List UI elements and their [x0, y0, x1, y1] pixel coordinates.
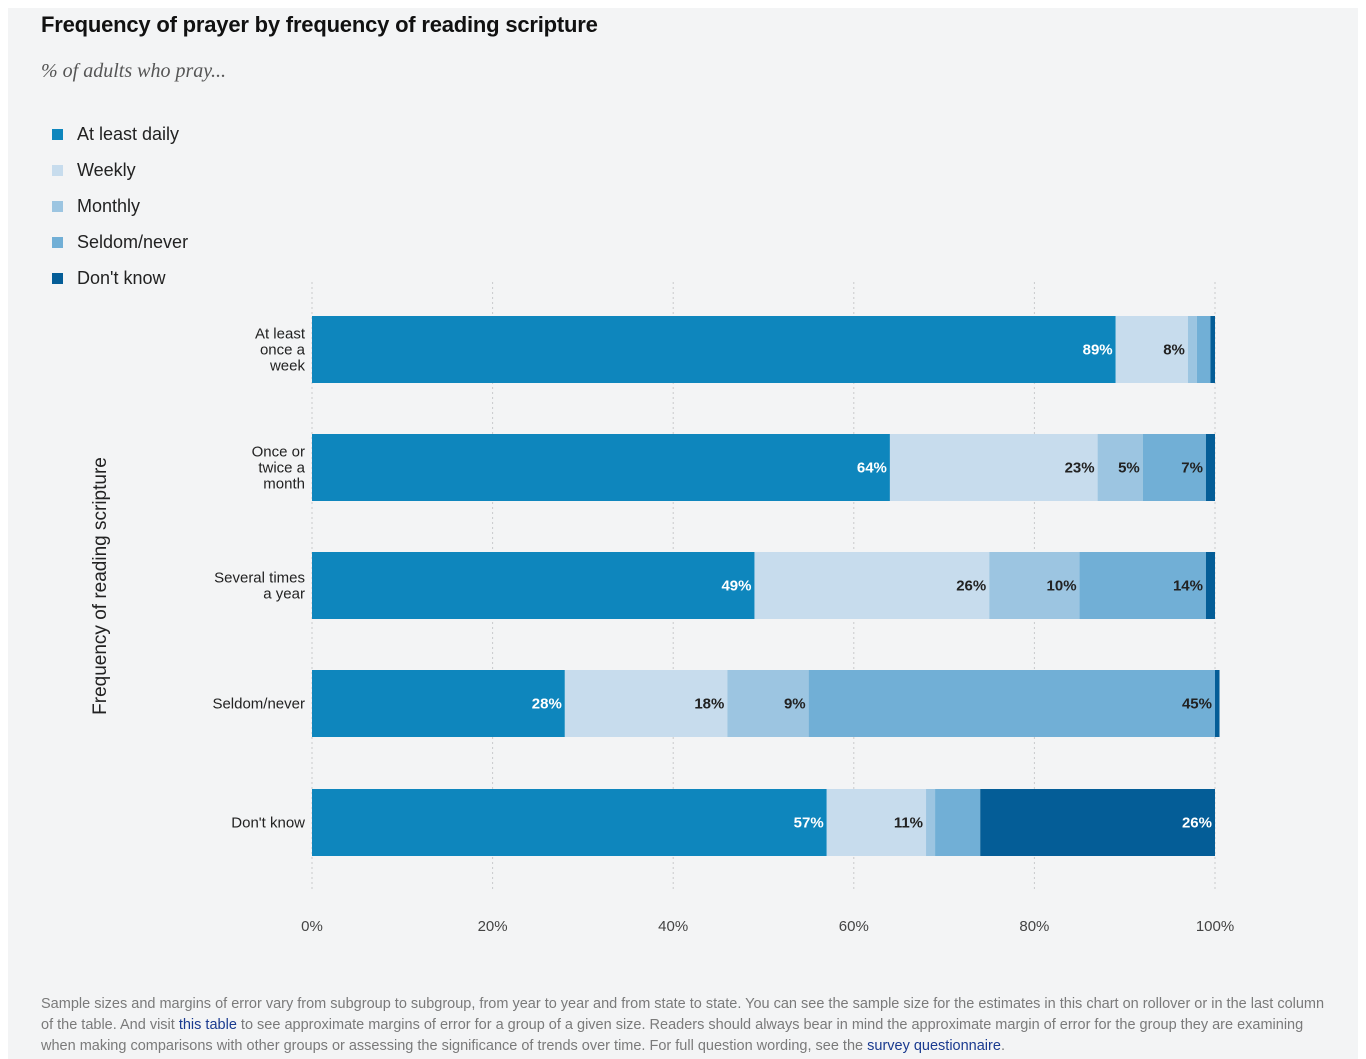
- footnote-text: .: [1000, 1038, 1005, 1054]
- category-label: month: [263, 476, 305, 493]
- bar-segment: [312, 434, 890, 501]
- y-axis-title: Frequency of reading scripture: [90, 457, 111, 715]
- data-label: 26%: [1182, 815, 1212, 832]
- data-label: 10%: [1047, 578, 1077, 595]
- bar-segment: [312, 552, 755, 619]
- data-label: 64%: [857, 460, 887, 477]
- legend-item-monthly[interactable]: Monthly: [52, 188, 188, 224]
- legend-label: Seldom/never: [77, 231, 189, 252]
- data-label: 7%: [1181, 460, 1203, 477]
- bar-segment: [926, 789, 936, 856]
- legend-swatch: [52, 128, 63, 140]
- bar-segment: [1187, 316, 1197, 383]
- stacked-bar-chart: 0% 20% 40% 60% 80% 100% Frequency of reading s…: [90, 282, 1234, 935]
- x-tick-label: 100%: [1196, 918, 1234, 935]
- category-label: twice a: [258, 460, 305, 477]
- bar-segment: [754, 552, 990, 619]
- category-label: Don't know: [231, 815, 305, 832]
- category-label: Seldom/never: [212, 696, 305, 713]
- legend-item-dont-know[interactable]: Don't know: [52, 260, 188, 296]
- legend-label: At least daily: [77, 123, 180, 144]
- category-label: once a: [260, 342, 306, 359]
- legend: At least daily Weekly Monthly Seldom/nev…: [52, 116, 188, 296]
- bar-segment: [312, 316, 1116, 383]
- bar-segment: [1079, 552, 1206, 619]
- bar-segment: [312, 789, 827, 856]
- legend-label: Weekly: [77, 159, 136, 180]
- legend-swatch: [52, 236, 63, 248]
- bar-segment: [1142, 434, 1206, 501]
- bar-segment: [980, 789, 1215, 856]
- data-label: 89%: [1083, 342, 1113, 359]
- bar-segment: [808, 670, 1215, 737]
- legend-swatch: [52, 164, 63, 176]
- legend-swatch: [52, 272, 63, 284]
- category-label: week: [269, 358, 306, 375]
- legend-swatch: [52, 200, 63, 212]
- bar-segment: [312, 670, 565, 737]
- data-label: 57%: [794, 815, 824, 832]
- survey-questionnaire-link[interactable]: survey questionnaire: [867, 1038, 1001, 1054]
- bar-segment: [1210, 316, 1215, 383]
- data-label: 8%: [1163, 342, 1185, 359]
- legend-label: Monthly: [77, 195, 141, 216]
- bar-segment: [564, 670, 728, 737]
- category-label: Several times: [214, 570, 305, 587]
- footnote-text: Sample sizes and margins of error vary f…: [41, 996, 1325, 1033]
- bar-segment: [1205, 552, 1215, 619]
- data-label: 9%: [784, 696, 806, 713]
- bar-segment: [1115, 316, 1188, 383]
- x-tick-label: 80%: [1019, 918, 1049, 935]
- bar-segment: [1205, 434, 1215, 501]
- data-label: 49%: [721, 578, 751, 595]
- bar-segment: [1097, 434, 1143, 501]
- x-tick-label: 60%: [839, 918, 869, 935]
- chart-card: [8, 8, 1358, 1059]
- category-label: Once or: [252, 444, 305, 461]
- legend-item-seldom-never[interactable]: Seldom/never: [52, 224, 188, 260]
- data-label: 28%: [532, 696, 562, 713]
- legend-item-weekly[interactable]: Weekly: [52, 152, 188, 188]
- footnote: Sample sizes and margins of error vary f…: [41, 994, 1336, 1057]
- footnote-text: to see approximate margins of error for …: [41, 1017, 1304, 1054]
- chart-title: Frequency of prayer by frequency of read…: [41, 12, 598, 37]
- data-label: 23%: [1065, 460, 1095, 477]
- bar-segment: [1196, 316, 1211, 383]
- x-tick-label: 0%: [301, 918, 323, 935]
- bar-segment: [989, 552, 1080, 619]
- data-label: 14%: [1173, 578, 1203, 595]
- bar-segment: [889, 434, 1098, 501]
- legend-label: Don't know: [77, 267, 166, 288]
- category-label: a year: [263, 586, 305, 603]
- data-label: 11%: [894, 815, 923, 832]
- bar-segment: [1215, 670, 1220, 737]
- data-label: 18%: [694, 696, 724, 713]
- data-label: 45%: [1182, 696, 1212, 713]
- this-table-link[interactable]: this table: [178, 1017, 237, 1033]
- x-tick-label: 20%: [478, 918, 508, 935]
- bar-segment: [826, 789, 927, 856]
- data-label: 26%: [956, 578, 986, 595]
- legend-item-at-least-daily[interactable]: At least daily: [52, 116, 188, 152]
- x-tick-label: 40%: [658, 918, 688, 935]
- data-label: 5%: [1118, 460, 1140, 477]
- chart-subtitle: % of adults who pray...: [41, 60, 227, 82]
- bar-segment: [727, 670, 809, 737]
- bar-segment: [935, 789, 981, 856]
- category-label: At least: [255, 326, 306, 343]
